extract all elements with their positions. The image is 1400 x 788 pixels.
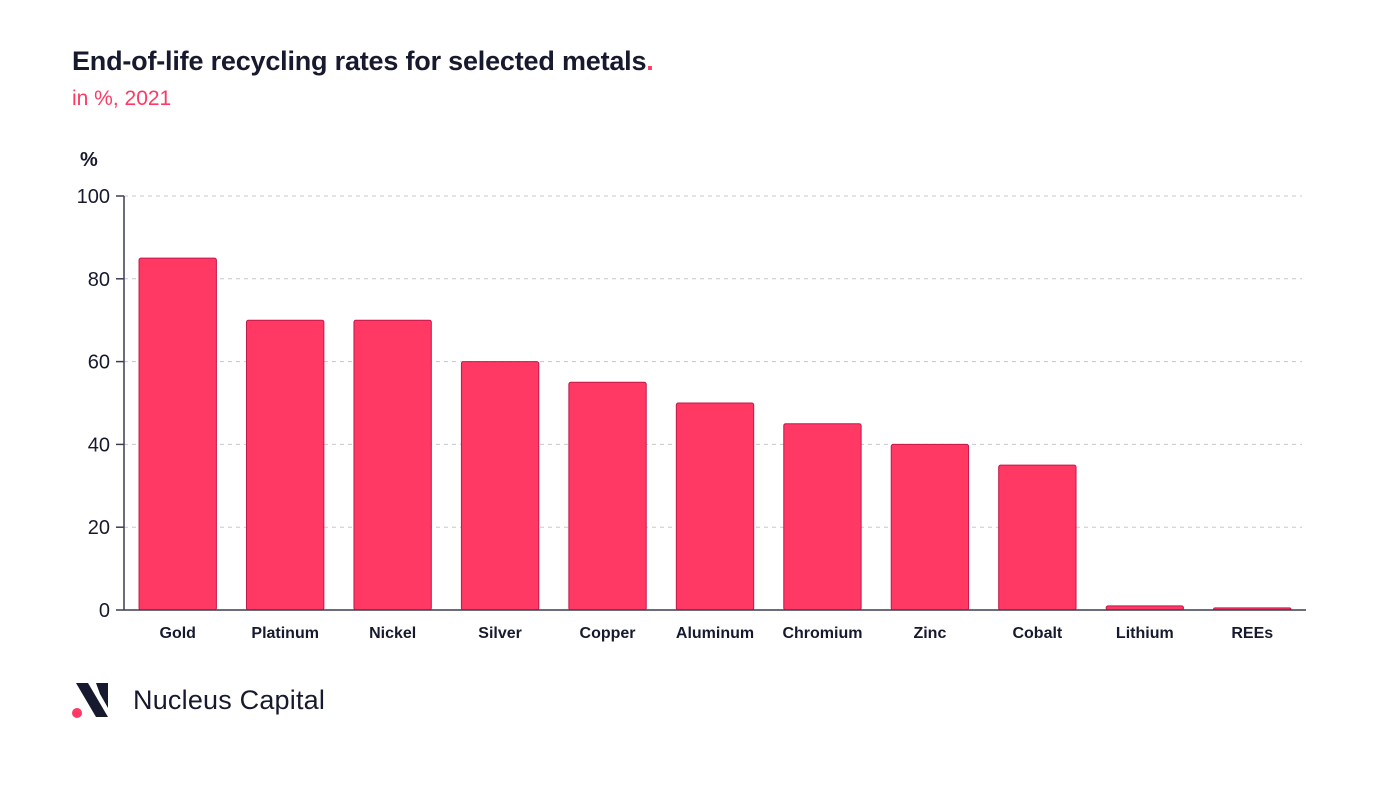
y-tick-label: 40 [88,434,110,456]
y-tick-label: 0 [99,600,110,622]
y-tick-label: 20 [88,517,110,539]
y-tick-label: 80 [88,269,110,291]
bar-gold [138,257,217,611]
x-tick-label: Nickel [369,625,416,642]
bar-chromium [783,423,862,611]
x-tick-label: Zinc [913,625,946,642]
title-accent-dot: . [646,46,654,76]
bar-layer [138,257,1292,611]
chart-header: End-of-life recycling rates for selected… [72,46,654,111]
chart-subtitle: in %, 2021 [72,87,172,110]
x-tick-label: Chromium [782,625,862,642]
footer-brand: Nucleus Capital [70,680,325,720]
brand-name: Nucleus Capital [133,684,326,715]
bar-zinc [890,443,970,611]
bar-nickel [353,319,432,611]
x-tick-label: Cobalt [1012,625,1062,642]
y-axis-label: % [80,149,98,171]
x-tick-label: Aluminum [676,625,754,642]
bar-copper [568,381,647,611]
bar-platinum [245,319,325,611]
x-tick-label: Copper [580,625,636,642]
bar-silver [460,361,540,611]
bar-aluminum [675,402,755,611]
y-tick-label: 60 [88,352,110,374]
x-tick-label: Silver [478,625,522,642]
bar-chart: 0 20 40 60 80 100% Gold Platinum Nickel Silver Cop… [77,149,1306,642]
x-tick-label: Platinum [251,625,319,642]
label-layer: 0 20 40 60 80 100% Gold Platinum Nickel Silver Cop… [77,149,1274,642]
chart-title: End-of-life recycling rates for selected… [72,46,654,77]
axis-layer [116,195,1306,611]
nucleus-capital-logo-icon [72,683,108,718]
bar-cobalt [998,464,1077,611]
x-tick-label: REEs [1231,625,1273,642]
y-tick-label: 100 [77,186,110,208]
x-tick-label: Gold [160,625,196,642]
chart-title-text: End-of-life recycling rates for selected… [72,46,647,76]
x-tick-label: Lithium [1116,625,1174,642]
